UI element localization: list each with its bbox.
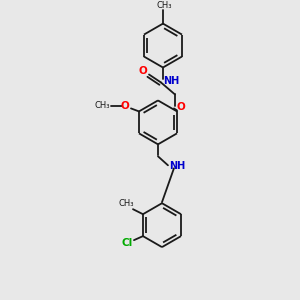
Text: CH₃: CH₃ [94,101,110,110]
Text: Cl: Cl [122,238,133,248]
Text: CH₃: CH₃ [156,1,172,10]
Text: O: O [121,101,129,111]
Text: NH: NH [169,161,185,171]
Text: O: O [139,67,147,76]
Text: CH₃: CH₃ [118,199,134,208]
Text: NH: NH [163,76,179,86]
Text: O: O [177,102,185,112]
